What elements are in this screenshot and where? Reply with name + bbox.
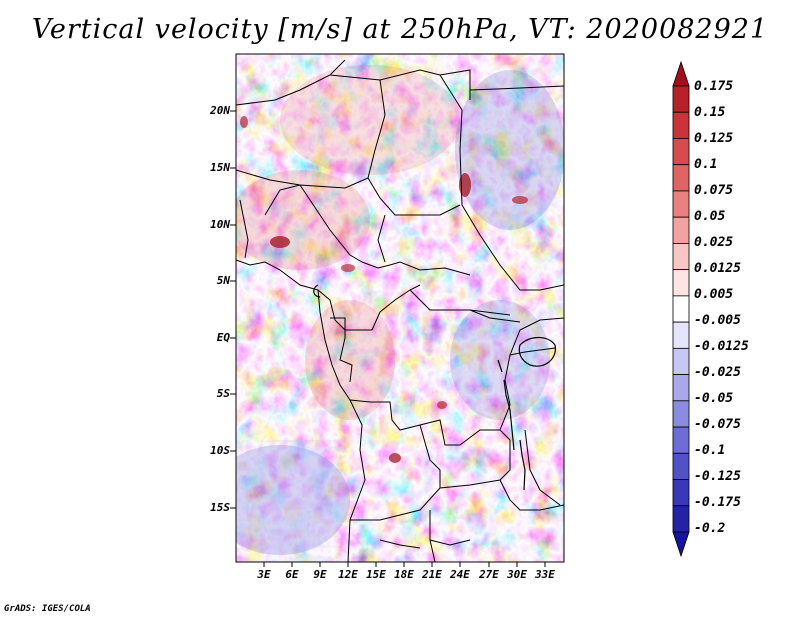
colorbar-swatch <box>672 85 690 113</box>
lon-label-21e: 21E <box>422 568 442 581</box>
colorbar-label: 0.175 <box>694 79 734 94</box>
lon-label-18e: 18E <box>394 568 414 581</box>
colorbar-label: 0.075 <box>694 183 734 198</box>
lon-label-33e: 33E <box>535 568 555 581</box>
lat-label-5n: 5N <box>216 274 230 287</box>
lon-label-9e: 9E <box>313 568 327 581</box>
colorbar-swatch <box>672 243 690 271</box>
colorbar-label: 0.0125 <box>694 261 741 276</box>
colorbar-swatch <box>672 138 690 166</box>
lat-label-10s: 10S <box>210 444 230 457</box>
colorbar-swatch <box>672 295 690 323</box>
map-field <box>236 54 564 562</box>
colorbar-swatch <box>672 269 690 297</box>
colorbar-label: -0.0125 <box>694 339 749 354</box>
lat-label-15n: 15N <box>210 161 230 174</box>
colorbar <box>672 60 690 558</box>
colorbar-label: 0.125 <box>694 131 734 146</box>
grads-credit: GrADS: IGES/COLA <box>4 604 91 614</box>
colorbar-swatch <box>672 426 690 454</box>
lon-label-15e: 15E <box>366 568 386 581</box>
map-frame <box>235 53 565 563</box>
colorbar-label: -0.025 <box>694 365 741 380</box>
lon-label-12e: 12E <box>338 568 358 581</box>
colorbar-label: -0.175 <box>694 495 741 510</box>
colorbar-label: -0.1 <box>694 443 726 458</box>
colorbar-label: 0.005 <box>694 287 734 302</box>
lon-label-6e: 6E <box>285 568 299 581</box>
colorbar-swatch <box>672 479 690 507</box>
colorbar-swatch <box>672 400 690 428</box>
colorbar-label: -0.05 <box>694 391 734 406</box>
lat-label-5s: 5S <box>216 387 230 400</box>
lat-label-20n: 20N <box>210 104 230 117</box>
colorbar-label: -0.075 <box>694 417 741 432</box>
lat-label-eq: EQ <box>216 331 230 344</box>
colorbar-label: -0.2 <box>694 521 726 536</box>
colorbar-label: -0.005 <box>694 313 741 328</box>
colorbar-bottom-arrow <box>672 531 690 558</box>
colorbar-label: 0.15 <box>694 105 726 120</box>
lon-label-3e: 3E <box>257 568 271 581</box>
colorbar-swatch <box>672 216 690 244</box>
colorbar-swatch <box>672 190 690 218</box>
lat-label-15s: 15S <box>210 501 230 514</box>
colorbar-label: 0.05 <box>694 209 726 224</box>
colorbar-label: 0.1 <box>694 157 718 172</box>
colorbar-swatch <box>672 164 690 192</box>
lon-label-30e: 30E <box>507 568 527 581</box>
colorbar-swatch <box>672 321 690 349</box>
colorbar-label: 0.025 <box>694 235 734 250</box>
lat-label-10n: 10N <box>210 218 230 231</box>
lon-label-27e: 27E <box>479 568 499 581</box>
colorbar-top-arrow <box>672 60 690 87</box>
colorbar-swatch <box>672 452 690 480</box>
map-title: Vertical velocity [m/s] at 250hPa, VT: 2… <box>31 14 769 45</box>
colorbar-label: -0.125 <box>694 469 741 484</box>
lon-label-24e: 24E <box>450 568 470 581</box>
colorbar-swatch <box>672 374 690 402</box>
colorbar-swatch <box>672 505 690 533</box>
colorbar-swatch <box>672 111 690 139</box>
colorbar-swatch <box>672 347 690 375</box>
